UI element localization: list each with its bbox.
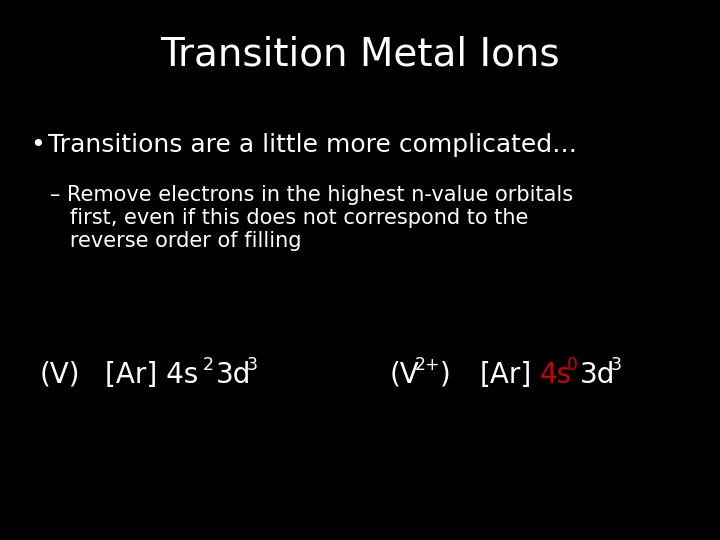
Text: (V): (V) bbox=[40, 361, 81, 389]
Text: 4s: 4s bbox=[540, 361, 572, 389]
Text: [Ar] 4s: [Ar] 4s bbox=[105, 361, 198, 389]
Text: 3: 3 bbox=[611, 356, 622, 374]
Text: (V: (V bbox=[390, 361, 420, 389]
Text: •: • bbox=[30, 133, 45, 157]
Text: [Ar]: [Ar] bbox=[480, 361, 532, 389]
Text: ): ) bbox=[440, 361, 451, 389]
Text: Transition Metal Ions: Transition Metal Ions bbox=[160, 36, 560, 74]
Text: 0: 0 bbox=[567, 356, 578, 374]
Text: 2+: 2+ bbox=[415, 356, 441, 374]
Text: 2: 2 bbox=[203, 356, 214, 374]
Text: 3: 3 bbox=[247, 356, 258, 374]
Text: 3d: 3d bbox=[580, 361, 616, 389]
Text: reverse order of filling: reverse order of filling bbox=[50, 231, 302, 251]
Text: first, even if this does not correspond to the: first, even if this does not correspond … bbox=[50, 208, 528, 228]
Text: 3d: 3d bbox=[216, 361, 251, 389]
Text: Transitions are a little more complicated…: Transitions are a little more complicate… bbox=[48, 133, 577, 157]
Text: – Remove electrons in the highest n-value orbitals: – Remove electrons in the highest n-valu… bbox=[50, 185, 573, 205]
